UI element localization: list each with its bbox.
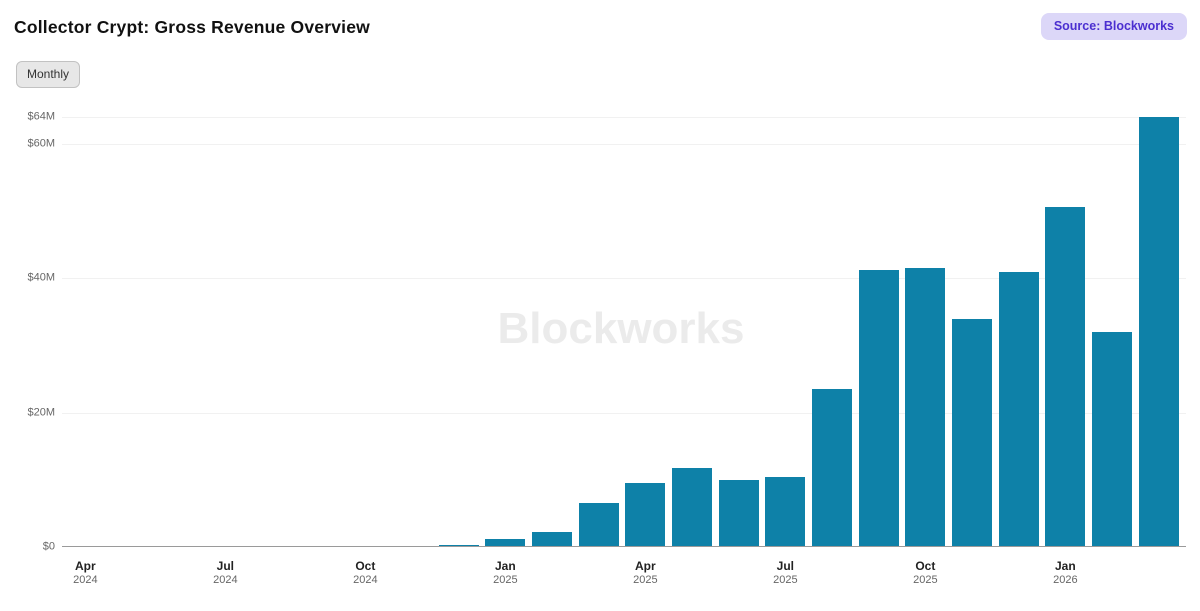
bar-jan-2026 [1045, 207, 1086, 547]
bar-apr-2025 [625, 483, 666, 547]
x-axis-line [62, 546, 1186, 547]
bar-jul-2025 [765, 477, 806, 547]
bar-jan-2025 [485, 538, 526, 547]
bar-oct-2025 [905, 268, 946, 547]
y-axis-label: $0 [42, 540, 55, 553]
y-axis-label: $60M [27, 137, 55, 150]
bar-feb-2025 [532, 532, 572, 547]
gridline-$64M [62, 117, 1186, 118]
x-axis-year: 2025 [773, 574, 798, 586]
x-axis-label-jul-2024: Jul 2024 [213, 559, 238, 587]
x-axis-label-oct-2025: Oct 2025 [913, 559, 938, 587]
bar-sep-2025 [858, 270, 899, 547]
y-axis-label: $20M [27, 406, 55, 419]
x-axis-year: 2025 [913, 574, 938, 586]
x-axis-year: 2024 [73, 574, 98, 586]
bar-nov-2025 [952, 319, 992, 547]
bar-mar-2025 [578, 503, 619, 547]
monthly-toggle-button[interactable]: Monthly [16, 61, 81, 88]
source-badge[interactable]: Source: Blockworks [1040, 13, 1187, 40]
bar-dec-2024 [438, 544, 479, 547]
gridline-$60M [62, 143, 1186, 145]
bar-aug-2025 [812, 389, 852, 547]
bar-feb-2026 [1092, 332, 1132, 547]
bar-jun-2025 [718, 479, 759, 547]
x-axis-year: 2026 [1053, 574, 1078, 586]
x-axis-label-jan-2026: Jan 2026 [1053, 559, 1078, 587]
x-axis-label-apr-2024: Apr 2024 [73, 559, 98, 587]
x-axis-year: 2024 [353, 574, 378, 586]
x-axis-year: 2025 [633, 574, 658, 586]
page-title: Collector Crypt: Gross Revenue Overview [14, 17, 370, 37]
bar-mar-2026 [1138, 117, 1179, 547]
bar-dec-2025 [998, 272, 1039, 547]
x-axis-label-apr-2025: Apr 2025 [633, 559, 658, 587]
gridline-$40M [62, 278, 1186, 280]
x-axis-label-jul-2025: Jul 2025 [773, 559, 798, 587]
x-axis-label-jan-2025: Jan 2025 [493, 559, 518, 587]
x-axis-year: 2024 [213, 574, 238, 586]
y-axis-label: $40M [27, 271, 55, 284]
x-axis-label-oct-2024: Oct 2024 [353, 559, 378, 587]
gridline-$20M [62, 412, 1186, 414]
bar-may-2025 [672, 467, 712, 547]
y-axis-label: $64M [27, 110, 55, 123]
x-axis-year: 2025 [493, 574, 518, 586]
